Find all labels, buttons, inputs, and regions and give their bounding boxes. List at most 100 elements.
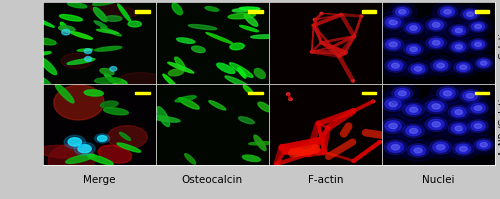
Ellipse shape [382, 16, 404, 29]
Ellipse shape [385, 99, 402, 109]
Ellipse shape [452, 107, 466, 117]
Ellipse shape [434, 61, 448, 70]
Ellipse shape [468, 135, 499, 154]
Bar [362, 92, 376, 94]
Ellipse shape [456, 5, 484, 23]
Ellipse shape [425, 117, 448, 132]
Ellipse shape [360, 15, 363, 17]
Ellipse shape [310, 51, 313, 53]
Ellipse shape [471, 121, 485, 131]
Ellipse shape [452, 26, 466, 35]
Ellipse shape [232, 9, 248, 12]
Ellipse shape [40, 58, 56, 75]
Ellipse shape [94, 21, 107, 28]
Ellipse shape [382, 119, 404, 134]
Ellipse shape [118, 4, 130, 22]
Ellipse shape [389, 101, 398, 107]
Text: Nuclei: Nuclei [422, 175, 454, 185]
Ellipse shape [104, 73, 116, 84]
Ellipse shape [104, 108, 128, 115]
Ellipse shape [392, 6, 411, 18]
Ellipse shape [96, 29, 118, 33]
Ellipse shape [396, 120, 430, 142]
Ellipse shape [392, 63, 400, 68]
Ellipse shape [404, 22, 423, 34]
Ellipse shape [402, 59, 434, 79]
Ellipse shape [150, 116, 180, 122]
Ellipse shape [330, 46, 334, 48]
Ellipse shape [453, 142, 474, 156]
Ellipse shape [430, 82, 464, 104]
Ellipse shape [209, 101, 226, 110]
Ellipse shape [352, 110, 355, 112]
Ellipse shape [389, 20, 397, 25]
Ellipse shape [111, 78, 127, 85]
Ellipse shape [38, 145, 88, 158]
Ellipse shape [67, 58, 95, 64]
Ellipse shape [244, 14, 258, 26]
Bar [474, 92, 490, 94]
Ellipse shape [88, 155, 113, 165]
Ellipse shape [92, 0, 118, 6]
Ellipse shape [89, 4, 137, 17]
Ellipse shape [463, 91, 477, 100]
Ellipse shape [98, 145, 132, 163]
Ellipse shape [378, 136, 413, 159]
Ellipse shape [385, 121, 402, 131]
Bar [136, 92, 150, 94]
Ellipse shape [420, 33, 452, 53]
Ellipse shape [206, 33, 233, 44]
Ellipse shape [402, 124, 424, 138]
Ellipse shape [188, 24, 216, 30]
Ellipse shape [174, 57, 185, 70]
Ellipse shape [84, 49, 92, 54]
Ellipse shape [455, 110, 462, 115]
Ellipse shape [425, 99, 448, 114]
Ellipse shape [389, 42, 397, 47]
Ellipse shape [307, 153, 310, 155]
Ellipse shape [98, 136, 107, 141]
Ellipse shape [376, 34, 410, 55]
Ellipse shape [372, 100, 374, 103]
Ellipse shape [120, 132, 130, 140]
Ellipse shape [312, 24, 315, 26]
Ellipse shape [40, 52, 51, 55]
Ellipse shape [466, 12, 473, 16]
Ellipse shape [128, 21, 141, 27]
Ellipse shape [326, 127, 330, 129]
Ellipse shape [100, 101, 118, 108]
Ellipse shape [454, 61, 473, 73]
Ellipse shape [438, 6, 458, 18]
Ellipse shape [275, 163, 278, 165]
Ellipse shape [402, 103, 424, 117]
Ellipse shape [60, 15, 82, 21]
Ellipse shape [410, 146, 426, 155]
Ellipse shape [429, 20, 444, 29]
Ellipse shape [460, 146, 467, 151]
Ellipse shape [172, 3, 182, 15]
Ellipse shape [32, 17, 54, 27]
Ellipse shape [388, 2, 417, 21]
Ellipse shape [472, 40, 484, 49]
Ellipse shape [283, 150, 286, 153]
Ellipse shape [464, 35, 492, 54]
Ellipse shape [316, 123, 320, 125]
Ellipse shape [168, 69, 184, 76]
Ellipse shape [432, 40, 440, 45]
Ellipse shape [382, 97, 404, 111]
Ellipse shape [289, 98, 292, 100]
Ellipse shape [406, 105, 421, 115]
Ellipse shape [376, 12, 410, 33]
Ellipse shape [478, 59, 490, 67]
Ellipse shape [432, 104, 440, 109]
Ellipse shape [110, 67, 117, 71]
Ellipse shape [474, 124, 482, 128]
Ellipse shape [480, 142, 488, 147]
Ellipse shape [462, 98, 494, 118]
Ellipse shape [94, 77, 120, 83]
Ellipse shape [64, 135, 86, 148]
Ellipse shape [444, 91, 452, 96]
Ellipse shape [375, 114, 411, 138]
Bar [248, 10, 263, 13]
Ellipse shape [404, 43, 423, 56]
